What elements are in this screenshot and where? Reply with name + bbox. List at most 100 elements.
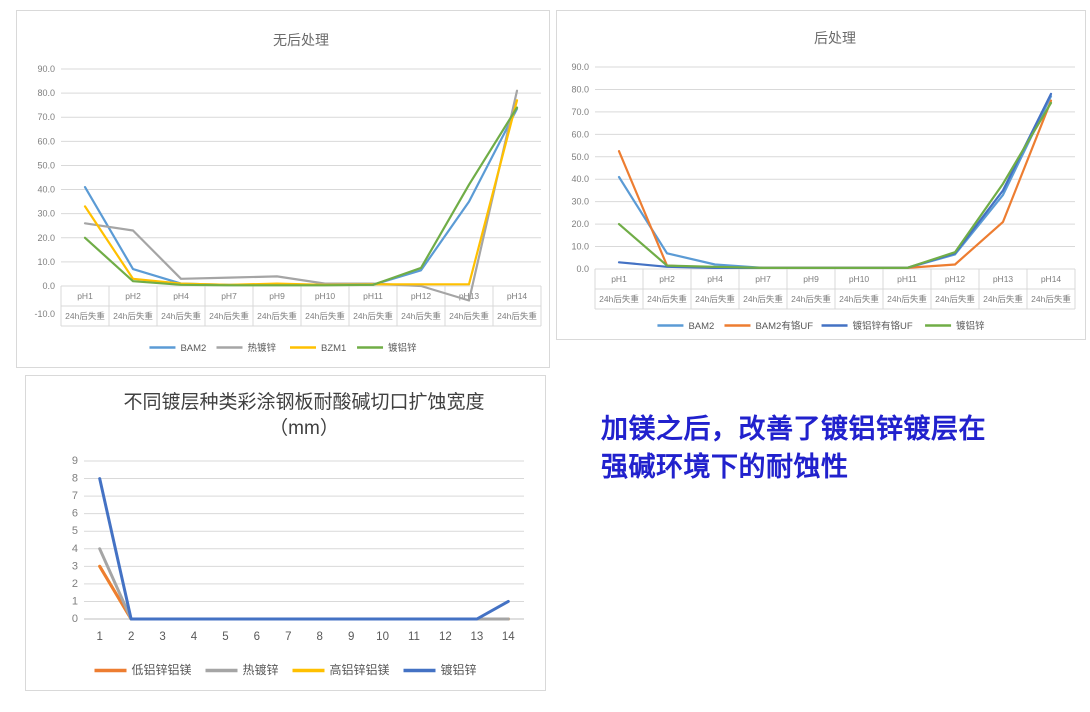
svg-text:24h后失重: 24h后失重 (743, 294, 783, 304)
svg-text:热镀锌: 热镀锌 (248, 342, 277, 354)
svg-text:-10.0: -10.0 (34, 309, 55, 319)
svg-text:8: 8 (72, 473, 78, 485)
svg-text:24h后失重: 24h后失重 (695, 294, 735, 304)
svg-text:24h后失重: 24h后失重 (647, 294, 687, 304)
svg-text:24h后失重: 24h后失重 (209, 311, 249, 321)
svg-text:pH2: pH2 (659, 274, 675, 284)
svg-text:10.0: 10.0 (571, 242, 589, 252)
svg-text:9: 9 (348, 631, 354, 643)
svg-text:pH12: pH12 (945, 274, 966, 284)
svg-text:50.0: 50.0 (571, 152, 589, 162)
svg-text:高铝锌铝镁: 高铝锌铝镁 (330, 662, 390, 677)
svg-text:pH11: pH11 (897, 274, 917, 284)
svg-text:0.0: 0.0 (576, 264, 589, 274)
svg-text:3: 3 (72, 560, 78, 572)
svg-text:pH13: pH13 (993, 274, 1014, 284)
svg-text:24h后失重: 24h后失重 (401, 311, 441, 321)
line-chart-no-post-treatment: 无后处理 0.0 10.0 20.0 30.0 40.0 50.0 60.0 70.0 80.0 9… (34, 32, 542, 354)
annotation-line1: 加镁之后，改善了镀铝锌镀层在 (601, 414, 986, 444)
svg-text:9: 9 (72, 455, 78, 467)
svg-text:pH7: pH7 (755, 274, 771, 284)
chart-panel-cut-edge-corrosion: 不同镀层种类彩涂钢板耐酸碱切口扩蚀宽度 （mm） 0 1 2 3 4 5 6 7 8 9 1 2 3 4 5 6 7… (25, 375, 546, 691)
svg-text:BAM2: BAM2 (180, 343, 206, 354)
svg-text:pH14: pH14 (507, 291, 528, 301)
svg-text:60.0: 60.0 (571, 129, 589, 139)
svg-text:4: 4 (72, 543, 78, 555)
svg-text:24h后失重: 24h后失重 (257, 311, 297, 321)
svg-text:pH2: pH2 (125, 291, 141, 301)
svg-text:40.0: 40.0 (37, 185, 55, 195)
svg-text:镀铝锌有铬UF: 镀铝锌有铬UF (853, 320, 913, 332)
svg-text:24h后失重: 24h后失重 (161, 311, 201, 321)
svg-text:24h后失重: 24h后失重 (983, 294, 1023, 304)
svg-text:不同镀层种类彩涂钢板耐酸碱切口扩蚀宽度: 不同镀层种类彩涂钢板耐酸碱切口扩蚀宽度 (123, 391, 484, 413)
svg-text:0.0: 0.0 (42, 281, 55, 291)
svg-text:24h后失重: 24h后失重 (935, 294, 975, 304)
svg-text:14: 14 (502, 631, 515, 643)
svg-text:24h后失重: 24h后失重 (113, 311, 153, 321)
svg-text:20.0: 20.0 (571, 219, 589, 229)
svg-text:镀铝锌: 镀铝锌 (441, 662, 477, 677)
svg-text:4: 4 (191, 631, 198, 643)
annotation-text: 加镁之后，改善了镀铝锌镀层在 强碱环境下的耐蚀性 (601, 410, 1081, 487)
svg-text:24h后失重: 24h后失重 (449, 311, 489, 321)
svg-text:镀铝锌: 镀铝锌 (956, 320, 985, 332)
svg-text:pH12: pH12 (411, 291, 432, 301)
svg-text:pH4: pH4 (173, 291, 189, 301)
svg-text:pH14: pH14 (1041, 274, 1062, 284)
svg-text:24h后失重: 24h后失重 (305, 311, 345, 321)
svg-text:6: 6 (254, 631, 260, 643)
svg-text:BZM1: BZM1 (321, 343, 346, 354)
svg-text:70.0: 70.0 (37, 112, 55, 122)
svg-text:（mm）: （mm） (269, 417, 339, 439)
svg-text:80.0: 80.0 (37, 88, 55, 98)
svg-text:24h后失重: 24h后失重 (1031, 294, 1071, 304)
svg-text:pH1: pH1 (611, 274, 627, 284)
svg-text:24h后失重: 24h后失重 (599, 294, 639, 304)
svg-text:24h后失重: 24h后失重 (353, 311, 393, 321)
svg-text:pH9: pH9 (269, 291, 285, 301)
svg-text:24h后失重: 24h后失重 (65, 311, 105, 321)
svg-text:后处理: 后处理 (814, 30, 856, 46)
svg-text:80.0: 80.0 (571, 84, 589, 94)
annotation-line2: 强碱环境下的耐蚀性 (601, 452, 849, 483)
svg-text:2: 2 (128, 631, 134, 643)
svg-text:24h后失重: 24h后失重 (887, 294, 927, 304)
svg-text:无后处理: 无后处理 (273, 32, 329, 48)
svg-text:pH4: pH4 (707, 274, 723, 284)
svg-text:BAM2: BAM2 (688, 321, 714, 332)
chart-panel-no-post-treatment: 无后处理 0.0 10.0 20.0 30.0 40.0 50.0 60.0 70.0 80.0 9… (16, 10, 550, 368)
svg-text:13: 13 (470, 631, 483, 643)
svg-text:pH1: pH1 (77, 291, 93, 301)
chart-panel-post-treatment: 后处理 0.0 10.0 20.0 30.0 40.0 50.0 60.0 70.0 80.0 90… (556, 10, 1086, 340)
svg-text:24h后失重: 24h后失重 (497, 311, 537, 321)
svg-text:pH11: pH11 (363, 291, 383, 301)
svg-text:7: 7 (285, 631, 291, 643)
svg-text:90.0: 90.0 (571, 62, 589, 72)
svg-text:20.0: 20.0 (37, 233, 55, 243)
svg-text:11: 11 (408, 631, 420, 643)
svg-text:24h后失重: 24h后失重 (839, 294, 879, 304)
svg-text:1: 1 (72, 595, 78, 607)
svg-text:BAM2有铬UF: BAM2有铬UF (755, 320, 813, 332)
svg-text:pH9: pH9 (803, 274, 819, 284)
svg-text:3: 3 (159, 631, 165, 643)
svg-text:热镀锌: 热镀锌 (243, 663, 279, 677)
svg-text:70.0: 70.0 (571, 107, 589, 117)
svg-text:30.0: 30.0 (571, 197, 589, 207)
svg-text:2: 2 (72, 578, 78, 590)
svg-text:镀铝锌: 镀铝锌 (388, 342, 417, 354)
svg-text:10: 10 (376, 631, 389, 643)
svg-text:8: 8 (317, 631, 323, 643)
svg-text:5: 5 (222, 631, 228, 643)
svg-text:6: 6 (72, 508, 78, 520)
svg-text:50.0: 50.0 (37, 160, 55, 170)
svg-text:24h后失重: 24h后失重 (791, 294, 831, 304)
svg-text:40.0: 40.0 (571, 174, 589, 184)
line-chart-post-treatment: 后处理 0.0 10.0 20.0 30.0 40.0 50.0 60.0 70.0 80.0 90… (571, 30, 1076, 332)
svg-text:pH7: pH7 (221, 291, 237, 301)
svg-text:1: 1 (97, 631, 103, 643)
svg-text:12: 12 (439, 631, 452, 643)
svg-text:pH10: pH10 (849, 274, 870, 284)
